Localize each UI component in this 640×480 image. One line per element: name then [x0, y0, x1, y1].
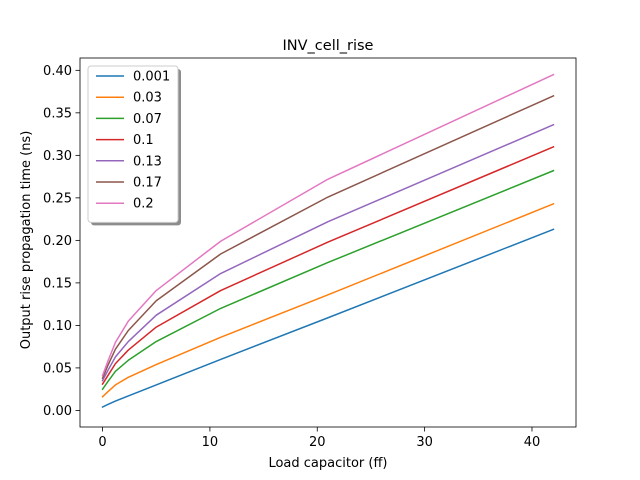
legend-label-0.13: 0.13	[133, 154, 162, 169]
y-tick-label: 0.30	[43, 149, 72, 164]
y-tick-label: 0.25	[43, 191, 72, 206]
series-line-0.2	[101, 73, 555, 377]
legend: 0.001 0.03 0.07 0.1 0.13 0.17 0.2	[87, 65, 181, 226]
x-axis-label: Load capacitor (ff)	[268, 456, 387, 471]
y-tick-label: 0.35	[43, 106, 72, 121]
plot-area: 0 10 20 30 40 0.00 0.05 0.10 0.15 0.20 0.25 0.30 0.3…	[43, 57, 577, 450]
legend-box	[87, 65, 179, 223]
series-line-0.1	[101, 145, 555, 386]
series-line-0.13	[101, 123, 555, 382]
chart-title: INV_cell_rise	[283, 38, 374, 54]
series-line-0.07	[101, 169, 555, 391]
x-tick-label: 30	[416, 435, 433, 450]
legend-label-0.2: 0.2	[133, 197, 154, 212]
series-line-0.03	[101, 202, 555, 398]
plot-frame	[79, 57, 577, 428]
x-tick-label: 10	[202, 435, 219, 450]
y-tick-label: 0.20	[43, 234, 72, 249]
legend-label-0.1: 0.1	[133, 133, 154, 148]
series-line-0.001	[101, 228, 555, 409]
legend-label-0.03: 0.03	[133, 91, 162, 106]
y-tick-label: 0.40	[43, 64, 72, 79]
y-tick-label: 0.05	[43, 361, 72, 376]
y-tick-label: 0.10	[43, 319, 72, 334]
y-tick-label: 0.00	[43, 404, 72, 419]
x-tick-label: 40	[524, 435, 541, 450]
y-axis-label: Output rise propagation time (ns)	[19, 131, 34, 350]
series-line-0.17	[101, 94, 555, 380]
legend-label-0.17: 0.17	[133, 176, 162, 191]
legend-label-0.001: 0.001	[133, 70, 170, 85]
x-tick-label: 20	[309, 435, 326, 450]
x-tick-label: 0	[98, 435, 106, 450]
legend-label-0.07: 0.07	[133, 112, 162, 127]
y-tick-label: 0.15	[43, 276, 72, 291]
